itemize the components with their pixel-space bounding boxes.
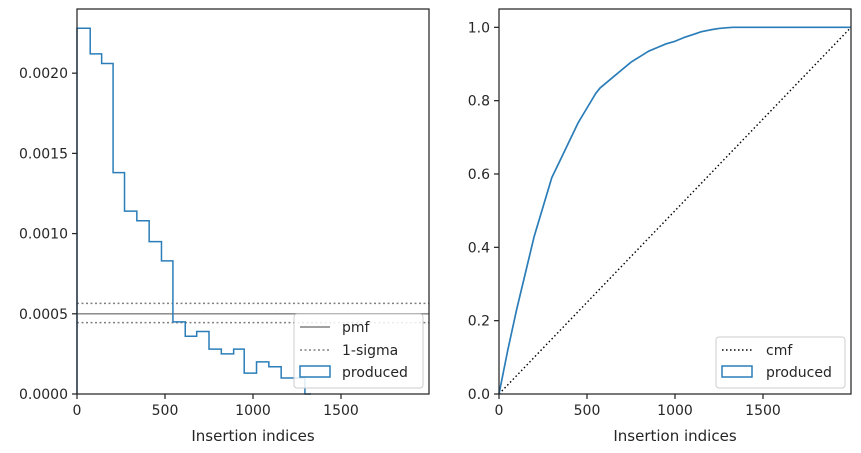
x-tick-label: 500 [152,403,179,419]
y-tick-label: 0.0000 [19,387,68,403]
legend-produced-label: produced [342,365,408,381]
x-tick-label: 1500 [745,403,781,419]
x-tick-label: 500 [574,403,601,419]
legend-box [293,313,424,389]
y-tick-label: 0.0015 [19,146,68,162]
legend-produced-swatch [721,365,753,378]
legend: pmf 1-sigma produced [293,313,424,389]
x-tick-label: 1000 [657,403,693,419]
y-tick-label: 0.0020 [19,66,68,82]
legend-produced-swatch [299,365,331,378]
y-tick-label: 0.4 [468,240,490,256]
x-tick-label: 1500 [323,403,359,419]
legend-sigma-label: 1-sigma [342,343,398,359]
right-cumulative-panel: 0 500 1000 1500 0.0 0.2 0.4 0.6 0.8 1.0 Insertion … [468,8,852,445]
axes-frame [498,8,852,395]
x-axis-label: Insertion indices [613,427,736,445]
y-tick-label: 1.0 [468,20,490,36]
y-tick-label: 0.0005 [19,307,68,323]
legend-box [715,336,846,389]
produced-cumulative-line [498,26,851,395]
x-tick-label: 0 [495,403,504,419]
y-tick-label: 0.0010 [19,227,68,243]
x-tick-label: 0 [73,403,82,419]
x-tick-label: 1000 [235,403,271,419]
x-axis-label: Insertion indices [191,427,314,445]
legend-pmf-label: pmf [342,320,371,336]
cmf-line [498,26,852,395]
y-tick-label: 0.2 [468,314,490,330]
produced-histogram [76,27,312,395]
legend: cmf produced [715,336,846,389]
y-tick-label: 0.6 [468,167,490,183]
y-tick-label: 0.0 [468,387,490,403]
left-histogram-panel: 0 500 1000 1500 0.0000 0.0005 0.0010 0.0015 0.00… [19,8,430,445]
y-tick-label: 0.8 [468,94,490,110]
legend-cmf-label: cmf [766,343,793,359]
legend-produced-label: produced [766,365,832,381]
